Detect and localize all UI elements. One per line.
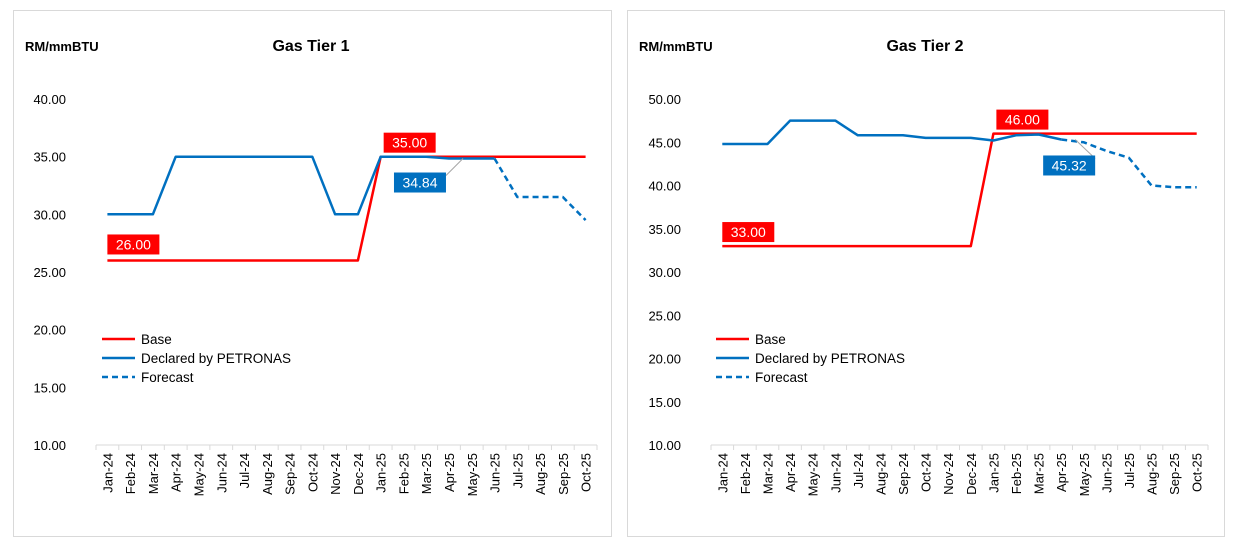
data-label-33-00: 33.00	[731, 224, 766, 240]
y-tick-label: 10.00	[33, 438, 66, 453]
y-tick-label: 50.00	[648, 92, 681, 107]
data-label-box	[383, 132, 436, 153]
y-axis-unit-label: RM/mmBTU	[639, 39, 713, 54]
data-label-26-00: 26.00	[116, 236, 151, 252]
y-tick-label: 10.00	[648, 438, 681, 453]
x-tick-label-oct-24: Oct-24	[305, 453, 320, 492]
chart-panel-gas-tier-2: RM/mmBTU Gas Tier 2 10.00 15.00 20.00 25.00 30…	[627, 10, 1225, 537]
data-label-box	[722, 222, 775, 243]
x-tick-label-aug-25: Aug-25	[1145, 453, 1160, 495]
x-tick-label-jul-24: Jul-24	[851, 453, 866, 488]
x-tick-label-may-24: May-24	[806, 453, 821, 496]
x-tick-label-sep-24: Sep-24	[283, 453, 298, 495]
x-tick-label-sep-24: Sep-24	[896, 453, 911, 495]
y-tick-label: 40.00	[648, 179, 681, 194]
x-tick-label-dec-24: Dec-24	[351, 453, 366, 495]
chart-svg-gas-tier-2: RM/mmBTU Gas Tier 2 10.00 15.00 20.00 25.00 30…	[639, 38, 1209, 496]
x-tick-label-jun-24: Jun-24	[214, 453, 229, 493]
series-line-base	[722, 132, 1197, 248]
x-tick-label-may-24: May-24	[191, 453, 206, 496]
y-tick-label: 45.00	[648, 135, 681, 150]
x-tick-label-sep-25: Sep-25	[556, 453, 571, 495]
x-tick-label-may-25: May-25	[465, 453, 480, 496]
data-label-45-32: 45.32	[1052, 157, 1087, 173]
chart-panel-gas-tier-1: RM/mmBTU Gas Tier 1 10.00 15.00 20.00 25.00 30…	[13, 10, 612, 537]
x-tick-label-sep-25: Sep-25	[1167, 453, 1182, 495]
x-tick-label-feb-24: Feb-24	[123, 453, 138, 494]
x-tick-label-nov-24: Nov-24	[328, 453, 343, 495]
y-tick-label: 30.00	[33, 207, 66, 222]
x-tick-label-jan-24: Jan-24	[715, 453, 730, 493]
y-tick-label: 25.00	[33, 265, 66, 280]
series-line-base	[107, 155, 586, 262]
series-line-declared-by-petronas	[722, 119, 1062, 146]
x-tick-label-nov-24: Nov-24	[941, 453, 956, 495]
legend-label-forecast: Forecast	[141, 370, 194, 385]
x-tick-label-jul-25: Jul-25	[510, 453, 525, 488]
data-label-34-84: 34.84	[402, 175, 437, 191]
legend-label-base: Base	[755, 332, 786, 347]
series-line-declared-by-petronas	[107, 155, 495, 216]
y-tick-label: 30.00	[648, 265, 681, 280]
x-tick-label-jan-25: Jan-25	[986, 453, 1001, 493]
x-tick-label-mar-24: Mar-24	[760, 453, 775, 494]
x-tick-label-jul-25: Jul-25	[1122, 453, 1137, 488]
x-tick-label-aug-24: Aug-24	[873, 453, 888, 495]
chart-svg-gas-tier-1: RM/mmBTU Gas Tier 1 10.00 15.00 20.00 25.00 30…	[25, 38, 598, 496]
x-tick-label-mar-25: Mar-25	[1032, 453, 1047, 494]
x-tick-label-mar-25: Mar-25	[419, 453, 434, 494]
chart-title: Gas Tier 1	[272, 38, 349, 55]
x-tick-label-jan-24: Jan-24	[100, 453, 115, 493]
x-tick-label-apr-24: Apr-24	[783, 453, 798, 492]
data-label-box	[107, 234, 160, 255]
x-tick-label-dec-24: Dec-24	[964, 453, 979, 495]
y-tick-label: 35.00	[648, 222, 681, 237]
data-label-box	[393, 172, 446, 193]
series-line-forecast	[1061, 138, 1197, 189]
x-tick-label-oct-24: Oct-24	[919, 453, 934, 492]
x-tick-label-aug-25: Aug-25	[533, 453, 548, 495]
x-tick-label-jan-25: Jan-25	[374, 453, 389, 493]
x-tick-label-jun-24: Jun-24	[828, 453, 843, 493]
x-tick-label-may-25: May-25	[1077, 453, 1092, 496]
x-tick-label-jun-25: Jun-25	[1099, 453, 1114, 493]
x-tick-label-feb-25: Feb-25	[1009, 453, 1024, 494]
y-tick-label: 15.00	[648, 395, 681, 410]
x-tick-label-jul-24: Jul-24	[237, 453, 252, 488]
x-tick-label-apr-25: Apr-25	[1054, 453, 1069, 492]
legend-label-base: Base	[141, 332, 172, 347]
y-tick-label: 25.00	[648, 308, 681, 323]
x-tick-label-mar-24: Mar-24	[146, 453, 161, 494]
data-label-leader-line	[445, 158, 464, 176]
chart-title: Gas Tier 2	[886, 38, 963, 55]
legend-label-declared-by-petronas: Declared by PETRONAS	[755, 351, 905, 366]
y-tick-label: 20.00	[648, 352, 681, 367]
data-label-box	[1043, 155, 1096, 176]
data-label-35-00: 35.00	[392, 135, 427, 151]
series-line-forecast	[493, 157, 587, 221]
y-tick-label: 15.00	[33, 380, 66, 395]
legend-label-declared-by-petronas: Declared by PETRONAS	[141, 351, 291, 366]
x-tick-label-oct-25: Oct-25	[579, 453, 594, 492]
x-tick-label-oct-25: Oct-25	[1190, 453, 1205, 492]
x-tick-label-feb-24: Feb-24	[738, 453, 753, 494]
y-tick-label: 20.00	[33, 323, 66, 338]
legend-label-forecast: Forecast	[755, 370, 808, 385]
data-label-46-00: 46.00	[1005, 112, 1040, 128]
x-tick-label-feb-25: Feb-25	[396, 453, 411, 494]
x-tick-label-aug-24: Aug-24	[260, 453, 275, 495]
data-label-leader-line	[1074, 139, 1096, 159]
y-axis-unit-label: RM/mmBTU	[25, 39, 99, 54]
x-tick-label-apr-25: Apr-25	[442, 453, 457, 492]
y-tick-label: 35.00	[33, 150, 66, 165]
x-tick-label-jun-25: Jun-25	[488, 453, 503, 493]
x-tick-label-apr-24: Apr-24	[169, 453, 184, 492]
data-label-box	[996, 109, 1049, 130]
y-tick-label: 40.00	[33, 92, 66, 107]
